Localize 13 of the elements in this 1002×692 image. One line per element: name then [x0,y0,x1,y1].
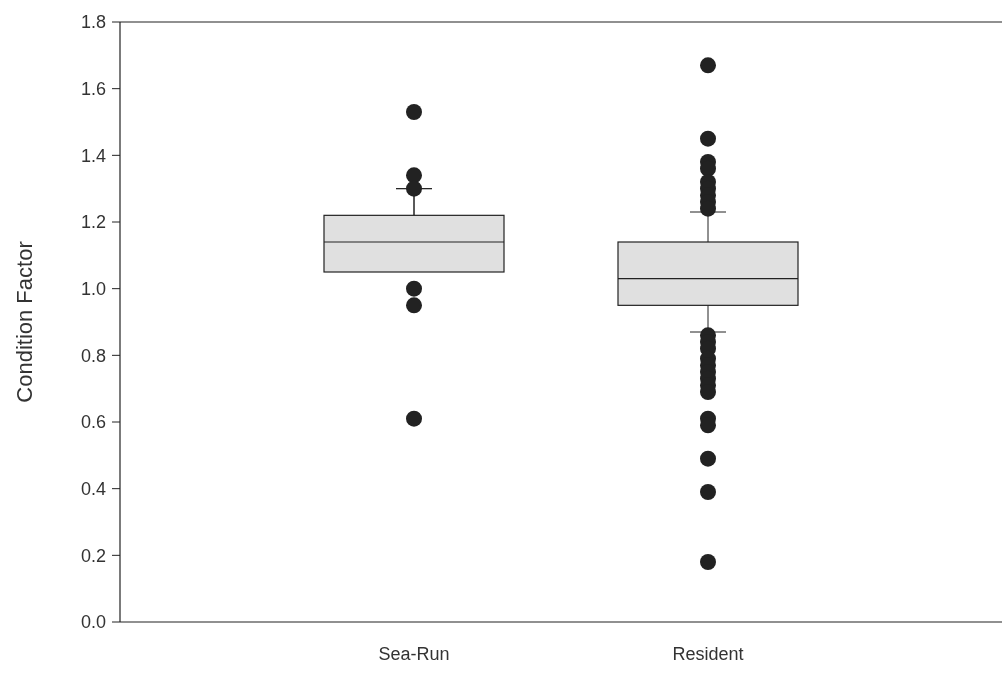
y-tick-label: 0.4 [80,478,106,499]
y-tick-label: 0.0 [80,612,106,633]
x-tick-label: Resident [672,644,744,664]
y-tick-label: 1.4 [80,145,106,166]
x-tick-label: Sea-Run [378,644,450,664]
y-tick-label: 1.0 [80,278,106,299]
y-tick-label: 0.2 [80,545,106,566]
y-tick-label: 1.8 [80,12,106,33]
y-tick-label: 0.8 [80,345,106,366]
y-tick-label: 1.6 [80,78,106,99]
y-tick-label: 0.6 [80,412,106,433]
y-tick-label: 1.2 [80,212,106,233]
y-axis-title: Condition Factor [12,241,37,403]
